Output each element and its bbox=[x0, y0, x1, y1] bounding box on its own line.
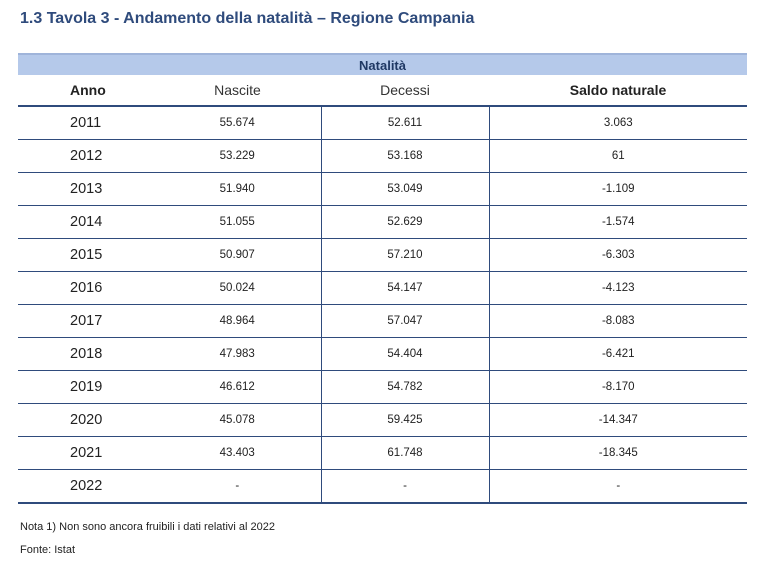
cell-anno: 2011 bbox=[18, 106, 154, 140]
cell-nascite: 46.612 bbox=[154, 370, 322, 404]
table-row: 2017 48.964 57.047 -8.083 bbox=[18, 304, 748, 338]
cell-decessi: 54.782 bbox=[321, 370, 490, 404]
column-header-decessi: Decessi bbox=[321, 75, 489, 107]
cell-saldo: -1.109 bbox=[489, 172, 748, 206]
cell-decessi: 59.425 bbox=[321, 403, 490, 437]
cell-decessi: 54.404 bbox=[321, 337, 490, 371]
cell-decessi: 61.748 bbox=[321, 436, 490, 470]
cell-saldo: -14.347 bbox=[489, 403, 748, 437]
page-title: 1.3 Tavola 3 - Andamento della natalità … bbox=[20, 10, 475, 27]
cell-nascite: 45.078 bbox=[154, 403, 322, 437]
cell-anno: 2013 bbox=[18, 172, 154, 206]
cell-saldo: -1.574 bbox=[489, 205, 748, 239]
table-row: 2014 51.055 52.629 -1.574 bbox=[18, 205, 748, 239]
cell-nascite: 55.674 bbox=[154, 106, 322, 140]
cell-saldo: 3.063 bbox=[489, 106, 748, 140]
table-row: 2018 47.983 54.404 -6.421 bbox=[18, 337, 748, 371]
cell-decessi: 53.168 bbox=[321, 139, 490, 173]
cell-saldo: -8.170 bbox=[489, 370, 748, 404]
cell-anno: 2016 bbox=[18, 271, 154, 305]
cell-nascite: 48.964 bbox=[154, 304, 322, 338]
column-header-anno: Anno bbox=[18, 75, 154, 107]
table-row: 2012 53.229 53.168 61 bbox=[18, 139, 748, 173]
table-source: Fonte: Istat bbox=[20, 544, 76, 556]
cell-decessi: 54.147 bbox=[321, 271, 490, 305]
table-row: 2022 - - - bbox=[18, 469, 748, 504]
cell-anno: 2017 bbox=[18, 304, 154, 338]
cell-anno: 2014 bbox=[18, 205, 154, 239]
cell-decessi: 52.629 bbox=[321, 205, 490, 239]
table-row: 2015 50.907 57.210 -6.303 bbox=[18, 238, 748, 272]
natality-table-container: Natalità Anno Nascite Decessi Saldo natu… bbox=[18, 53, 748, 504]
cell-saldo: -18.345 bbox=[489, 436, 748, 470]
table-row: 2020 45.078 59.425 -14.347 bbox=[18, 403, 748, 437]
cell-saldo: -6.303 bbox=[489, 238, 748, 272]
cell-nascite: - bbox=[154, 469, 322, 504]
table-row: 2019 46.612 54.782 -8.170 bbox=[18, 370, 748, 404]
table-row: 2013 51.940 53.049 -1.109 bbox=[18, 172, 748, 206]
column-header-saldo-naturale: Saldo naturale bbox=[489, 75, 748, 107]
cell-saldo: -8.083 bbox=[489, 304, 748, 338]
cell-anno: 2012 bbox=[18, 139, 154, 173]
table-row: 2021 43.403 61.748 -18.345 bbox=[18, 436, 748, 470]
cell-saldo: -4.123 bbox=[489, 271, 748, 305]
cell-nascite: 51.940 bbox=[154, 172, 322, 206]
cell-decessi: 53.049 bbox=[321, 172, 490, 206]
cell-anno: 2020 bbox=[18, 403, 154, 437]
cell-anno: 2022 bbox=[18, 469, 154, 504]
cell-anno: 2021 bbox=[18, 436, 154, 470]
cell-decessi: 52.611 bbox=[321, 106, 490, 140]
cell-decessi: 57.210 bbox=[321, 238, 490, 272]
cell-nascite: 51.055 bbox=[154, 205, 322, 239]
cell-nascite: 53.229 bbox=[154, 139, 322, 173]
group-header-row: Natalità bbox=[18, 53, 748, 75]
table-note: Nota 1) Non sono ancora fruibili i dati … bbox=[20, 521, 275, 533]
cell-anno: 2015 bbox=[18, 238, 154, 272]
cell-anno: 2019 bbox=[18, 370, 154, 404]
column-header-row: Anno Nascite Decessi Saldo naturale bbox=[18, 75, 748, 107]
cell-anno: 2018 bbox=[18, 337, 154, 371]
column-header-nascite: Nascite bbox=[154, 75, 321, 107]
cell-saldo: -6.421 bbox=[489, 337, 748, 371]
cell-decessi: 57.047 bbox=[321, 304, 490, 338]
cell-nascite: 50.024 bbox=[154, 271, 322, 305]
group-header-natalita: Natalità bbox=[18, 53, 748, 75]
cell-saldo: - bbox=[489, 469, 748, 504]
cell-decessi: - bbox=[321, 469, 490, 504]
table-row: 2016 50.024 54.147 -4.123 bbox=[18, 271, 748, 305]
table-row: 2011 55.674 52.611 3.063 bbox=[18, 106, 748, 140]
cell-nascite: 43.403 bbox=[154, 436, 322, 470]
cell-nascite: 47.983 bbox=[154, 337, 322, 371]
cell-saldo: 61 bbox=[489, 139, 748, 173]
cell-nascite: 50.907 bbox=[154, 238, 322, 272]
natality-table: Natalità Anno Nascite Decessi Saldo natu… bbox=[18, 53, 748, 504]
